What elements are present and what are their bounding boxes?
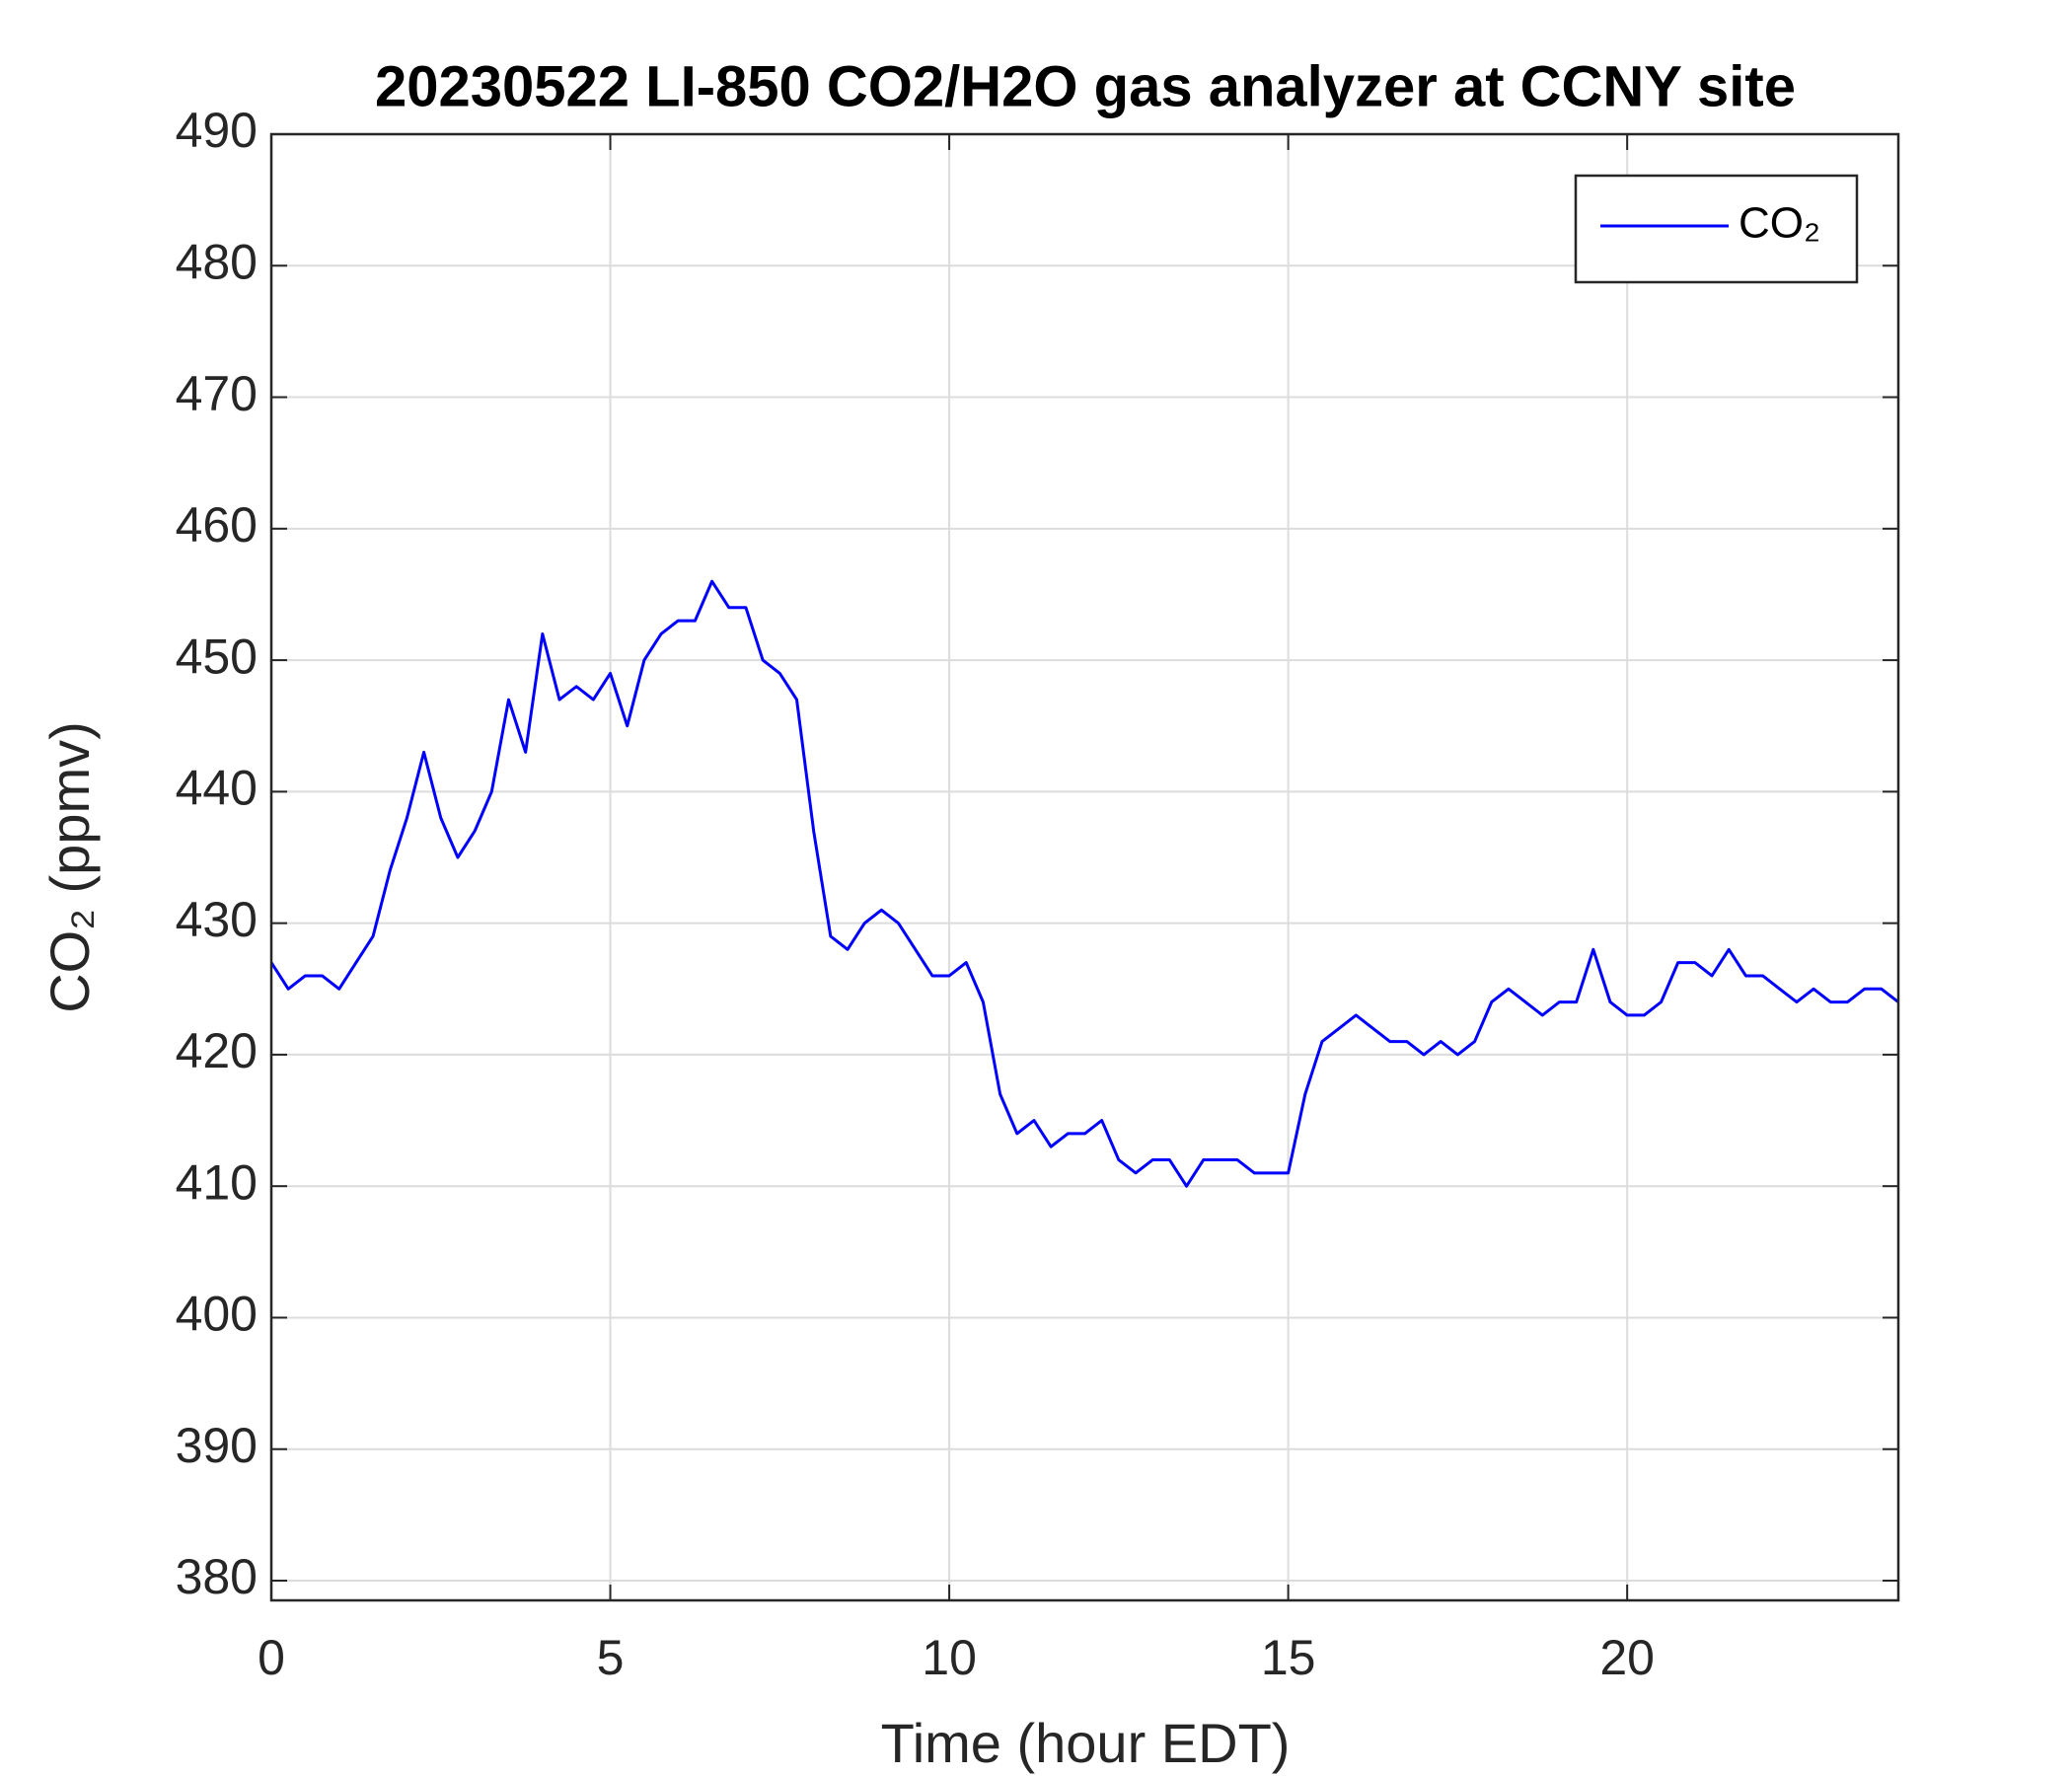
y-tick-label: 430 xyxy=(176,892,258,947)
legend-box xyxy=(1574,174,1859,284)
y-tick-label: 490 xyxy=(176,103,258,158)
y-tick-label: 480 xyxy=(176,234,258,289)
y-tick-label: 390 xyxy=(176,1418,258,1473)
x-axis-label: Time (hour EDT) xyxy=(881,1712,1291,1774)
plot-frame xyxy=(269,132,1900,1602)
x-tick-label: 10 xyxy=(922,1630,977,1685)
y-tick-label: 410 xyxy=(176,1154,258,1210)
y-tick-label: 380 xyxy=(176,1549,258,1604)
y-tick-label: 420 xyxy=(176,1023,258,1078)
chart-title: 20230522 LI-850 CO2/H2O gas analyzer at … xyxy=(375,54,1796,118)
y-tick-label: 460 xyxy=(176,497,258,553)
legend-label: CO₂ xyxy=(1739,199,1820,248)
y-tick-label: 470 xyxy=(176,366,258,421)
x-tick-label: 5 xyxy=(597,1630,625,1685)
x-tick-label: 0 xyxy=(258,1630,285,1685)
x-tick-label: 15 xyxy=(1261,1630,1316,1685)
y-tick-label: 400 xyxy=(176,1287,258,1342)
y-tick-label: 450 xyxy=(176,629,258,684)
x-tick-label: 20 xyxy=(1599,1630,1655,1685)
y-tick-label: 440 xyxy=(176,761,258,816)
data-line xyxy=(269,579,1899,1188)
y-axis-label: CO₂ (ppmv) xyxy=(38,721,101,1013)
